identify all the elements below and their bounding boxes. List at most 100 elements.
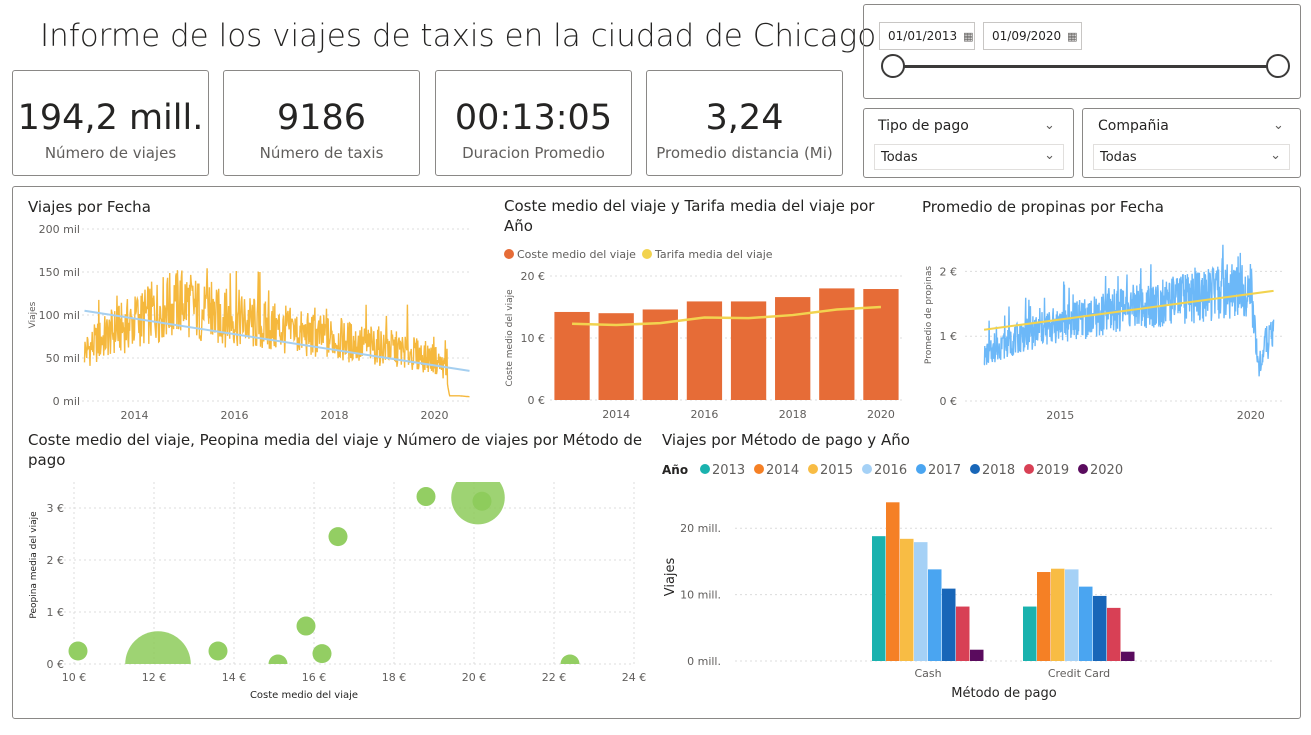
legend-label: 2020 <box>1090 463 1123 478</box>
x-axis-label: Coste medio del viaje <box>250 690 358 701</box>
legend-label: 2013 <box>712 463 745 478</box>
bar-Cash-2013 <box>872 536 886 661</box>
start-date-input[interactable]: 01/01/2013 ▦ <box>879 22 975 50</box>
bar-Cash-2014 <box>886 502 900 661</box>
bubble-point <box>560 654 580 664</box>
kpi-value: 00:13:05 <box>454 98 613 138</box>
kpi-card-trips[interactable]: 194,2 mill. Número de viajes <box>12 70 209 176</box>
x-tick-label: 14 € <box>222 671 247 684</box>
x-tick-label: 18 € <box>382 671 407 684</box>
x-tick-label: 24 € <box>622 671 647 684</box>
slider-track[interactable] <box>894 65 1278 68</box>
y-axis-label: Promedio de propinas <box>924 266 934 364</box>
slider-start-handle[interactable] <box>881 54 905 78</box>
tips-series-line <box>983 244 1275 377</box>
calendar-icon[interactable]: ▦ <box>1067 30 1078 43</box>
legend-label: 2014 <box>766 463 799 478</box>
bar-2013 <box>554 311 590 400</box>
x-tick-label: 2016 <box>221 409 249 422</box>
kpi-label: Número de taxis <box>259 144 384 162</box>
end-date-input[interactable]: 01/09/2020 ▦ <box>983 22 1082 50</box>
legend-marker <box>916 464 926 474</box>
legend-marker <box>504 249 514 259</box>
calendar-icon[interactable]: ▦ <box>963 30 974 43</box>
y-tick-label: 2 € <box>940 265 958 278</box>
legend-label: 2015 <box>820 463 853 478</box>
y-tick-label: 20 mill. <box>680 522 721 535</box>
y-tick-label: 1 € <box>47 606 65 619</box>
x-tick-label: 2014 <box>121 409 149 422</box>
x-tick-label: 20 € <box>462 671 487 684</box>
kpi-value: 3,24 <box>705 98 784 138</box>
kpi-card-distance[interactable]: 3,24 Promedio distancia (Mi) <box>646 70 843 176</box>
bar-Credit Card-2013 <box>1023 606 1037 661</box>
trend-line <box>983 289 1274 331</box>
trips-series-line <box>83 268 470 398</box>
y-axis-label: Viajes <box>28 301 38 328</box>
kpi-card-duration[interactable]: 00:13:05 Duracion Promedio <box>435 70 632 176</box>
company-select[interactable]: Todas ⌄ <box>1093 144 1290 170</box>
kpi-value: 9186 <box>276 98 367 138</box>
bar-Credit Card-2018 <box>1093 595 1107 661</box>
company-slicer: Compañia ⌄ Todas ⌄ <box>1082 108 1301 178</box>
legend-label: 2019 <box>1036 463 1069 478</box>
bar-Credit Card-2019 <box>1107 607 1121 661</box>
bar-2014 <box>598 313 634 400</box>
legend-label: 2018 <box>982 463 1015 478</box>
bubble-point <box>328 527 348 547</box>
bar-2016 <box>686 301 723 400</box>
bar-Credit Card-2015 <box>1051 568 1065 661</box>
y-tick-label: 0 € <box>47 658 65 671</box>
bubble-point <box>312 644 332 664</box>
bar-Cash-2016 <box>914 542 928 661</box>
kpi-label: Promedio distancia (Mi) <box>656 144 833 162</box>
payment-type-label: Tipo de pago <box>878 118 969 134</box>
x-tick-label: 2020 <box>867 408 895 421</box>
y-tick-label: 1 € <box>940 330 958 343</box>
bar-Cash-2019 <box>956 606 970 661</box>
kpi-label: Duracion Promedio <box>462 144 605 162</box>
bar-2019 <box>819 288 855 400</box>
legend-label: 2016 <box>874 463 907 478</box>
date-range-slicer: 01/01/2013 ▦ 01/09/2020 ▦ <box>863 4 1301 99</box>
legend-marker <box>970 464 980 474</box>
bar-Credit Card-2016 <box>1065 569 1079 661</box>
end-date-value: 01/09/2020 <box>992 29 1062 43</box>
payment-type-select[interactable]: Todas ⌄ <box>874 144 1064 170</box>
bubble-point <box>472 491 492 511</box>
x-tick-label: 2020 <box>1237 409 1265 422</box>
chart-title-trips-by-date: Viajes por Fecha <box>28 198 151 216</box>
chevron-down-icon[interactable]: ⌄ <box>1273 118 1284 133</box>
bubble-point <box>268 654 288 664</box>
kpi-label: Número de viajes <box>44 144 177 162</box>
y-tick-label: 0 € <box>528 394 546 407</box>
legend-marker <box>700 464 710 474</box>
chevron-down-icon: ⌄ <box>1044 148 1055 163</box>
x-tick-label: 22 € <box>542 671 567 684</box>
x-tick-label: 2014 <box>602 408 630 421</box>
y-tick-label: 20 € <box>521 270 546 283</box>
bar-Credit Card-2014 <box>1037 572 1051 661</box>
bar-2020 <box>863 289 899 400</box>
y-axis-label: Peopina media del viaje <box>29 511 39 619</box>
bar-Cash-2015 <box>900 538 914 661</box>
bubble-point <box>296 616 316 636</box>
trend-line <box>84 309 470 372</box>
start-date-value: 01/01/2013 <box>888 29 958 43</box>
x-tick-label: 2020 <box>421 409 449 422</box>
chevron-down-icon[interactable]: ⌄ <box>1044 118 1055 133</box>
y-tick-label: 0 mill. <box>687 655 721 668</box>
kpi-value: 194,2 mill. <box>17 98 204 138</box>
legend-marker <box>1078 464 1088 474</box>
fare-line <box>572 305 882 327</box>
y-axis-label: Coste medio del viaje <box>505 289 515 387</box>
legend-label: Tarifa media del viaje <box>654 248 773 261</box>
legend-marker <box>808 464 818 474</box>
chart-title-cost-fare: Coste medio del viaje y Tarifa media del… <box>504 197 875 235</box>
y-axis-label: Viajes <box>663 557 678 596</box>
slider-end-handle[interactable] <box>1266 54 1290 78</box>
kpi-card-taxis[interactable]: 9186 Número de taxis <box>223 70 420 176</box>
x-tick-label: 2018 <box>779 408 807 421</box>
trips-by-date-chart: 0 mil 50 mil 100 mil 150 mil 200 mil 2014 2016… <box>28 223 472 422</box>
cost-fare-chart: Coste medio del viaje Tarifa media del vi… <box>504 248 903 421</box>
